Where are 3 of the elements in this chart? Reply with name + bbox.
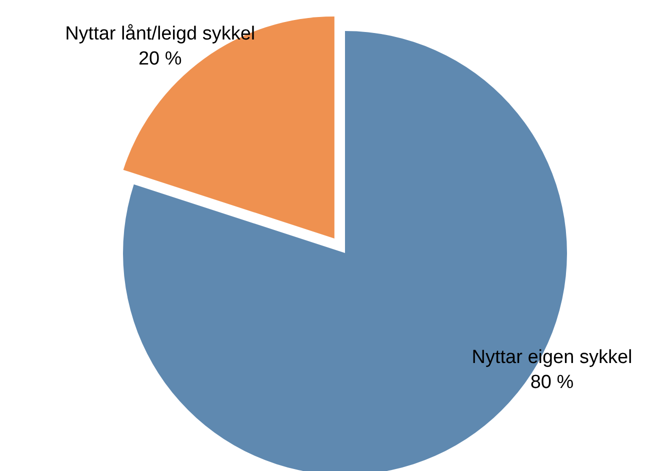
slice-label: Nyttar lånt/leigd sykkel [65,24,256,45]
data-label: 20 % [138,48,182,70]
data-label: 80 % [530,372,574,393]
